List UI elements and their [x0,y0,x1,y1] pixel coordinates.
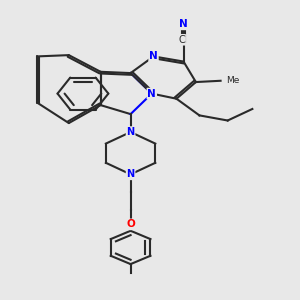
Text: N: N [147,88,156,99]
Text: N: N [127,127,135,137]
Text: N: N [179,20,188,29]
Text: N: N [149,51,158,62]
Text: N: N [127,169,135,179]
Text: C: C [178,35,185,45]
Text: O: O [126,219,135,230]
Text: Me: Me [226,76,239,85]
